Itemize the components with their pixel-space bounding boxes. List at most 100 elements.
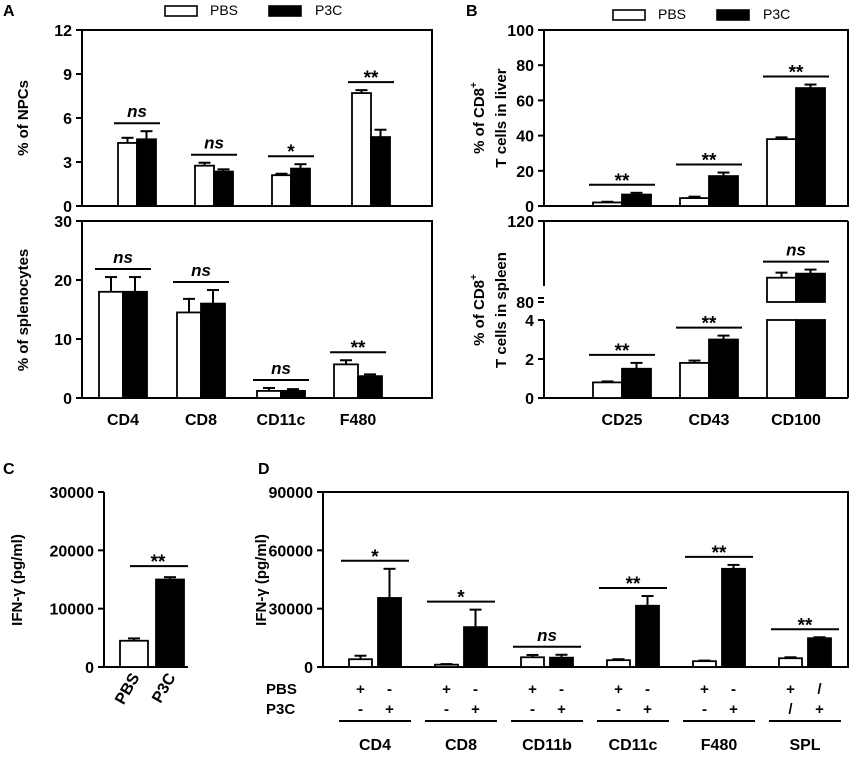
bar-pbs xyxy=(679,361,710,399)
y-tick-label: 30000 xyxy=(269,602,314,619)
panel-label: C xyxy=(3,461,15,478)
condition-sign: - xyxy=(444,701,449,718)
condition-sign: - xyxy=(387,681,392,698)
significance-label: ns xyxy=(127,102,147,121)
y-tick-label: 40 xyxy=(516,129,534,146)
condition-sign: - xyxy=(702,701,707,718)
condition-sign: / xyxy=(817,681,822,698)
bar-p3c xyxy=(213,170,234,207)
bar-p3c xyxy=(807,637,832,668)
significance-label: * xyxy=(457,588,465,609)
condition-sign: - xyxy=(559,681,564,698)
bar-p3c xyxy=(370,136,391,207)
y-tick-label: 100 xyxy=(507,23,534,40)
bar-pbs xyxy=(520,656,545,668)
condition-sign: + xyxy=(356,681,365,698)
significance-label: ** xyxy=(615,341,630,362)
y-tick-label: 0 xyxy=(304,660,313,677)
legend-p3c-swatch xyxy=(268,5,302,17)
significance-label: ns xyxy=(537,626,557,645)
panel-b-top: 0 20 40 60 80 100 B ** ** ** xyxy=(466,3,849,216)
bar-p3c xyxy=(200,302,226,399)
significance-label: ** xyxy=(798,615,813,636)
category-label: CD100 xyxy=(771,412,821,429)
y-tick-label: 80 xyxy=(516,295,534,312)
legend: PBS P3C xyxy=(164,2,342,18)
category-label: CD11c xyxy=(257,412,306,429)
legend-pbs-swatch xyxy=(612,9,646,21)
bar-p3c xyxy=(621,367,652,399)
y-tick-label: 10000 xyxy=(50,602,95,619)
category-label: PBS xyxy=(112,670,143,707)
legend-p3c-swatch xyxy=(716,9,750,21)
panel-label: D xyxy=(258,461,270,478)
panel-label: A xyxy=(3,3,15,20)
panel-c: 0 10000 20000 30000 PBS P3C ** IFN-γ (pg/ml) C xyxy=(3,461,188,707)
y-axis-label: % of NPCs xyxy=(15,80,32,156)
panel-label: B xyxy=(466,3,478,20)
y-tick-label: 0 xyxy=(525,391,534,408)
condition-sign: - xyxy=(473,681,478,698)
category-label: P3C xyxy=(149,670,180,706)
bar-p3c xyxy=(290,167,311,207)
y-axis-label: % of CD8+ T cells in spleen xyxy=(469,252,510,368)
bar-pbs xyxy=(766,138,797,207)
bar-pbs xyxy=(271,174,292,207)
category-label: CD4 xyxy=(107,412,139,429)
y-tick-label: 20 xyxy=(54,273,72,290)
bar-p3c xyxy=(463,626,488,668)
condition-sign: + xyxy=(614,681,623,698)
category-label: CD25 xyxy=(602,412,643,429)
y-tick-label: 120 xyxy=(507,214,534,231)
condition-sign: + xyxy=(729,701,738,718)
condition-sign: + xyxy=(442,681,451,698)
y-axis-label: % of splenocytes xyxy=(15,249,32,372)
bar-pbs xyxy=(98,290,124,399)
bar-pbs xyxy=(351,92,372,207)
bar-p3c-lower xyxy=(795,319,826,399)
category-label: CD4 xyxy=(359,737,391,754)
bar-p3c xyxy=(795,87,826,207)
category-label: CD43 xyxy=(689,412,730,429)
y-tick-label: 20000 xyxy=(50,543,95,560)
condition-sign: + xyxy=(471,701,480,718)
bar-pbs xyxy=(592,381,623,399)
bar-pbs xyxy=(692,660,717,668)
condition-sign: + xyxy=(700,681,709,698)
legend-p3c-label: P3C xyxy=(315,2,342,18)
condition-sign: + xyxy=(786,681,795,698)
significance-label: ns xyxy=(113,248,133,267)
legend: PBS P3C xyxy=(612,6,790,22)
bar-pbs xyxy=(348,658,373,668)
y-tick-label: 4 xyxy=(525,313,534,330)
significance-label: ** xyxy=(351,338,366,359)
significance-label: ns xyxy=(271,359,291,378)
bar-p3c xyxy=(708,338,739,399)
bar-pbs xyxy=(194,164,215,207)
bar-p3c xyxy=(136,138,157,207)
panel-a-bottom: 0 10 20 30 CD4 CD8 CD11c F480 ns ns ns ** xyxy=(54,214,433,429)
y-tick-label: 6 xyxy=(63,111,72,128)
bar-p3c xyxy=(621,193,652,207)
y-axis-label-line2: T cells in spleen xyxy=(493,252,510,368)
y-tick-label: 0 xyxy=(63,199,72,216)
condition-sign: + xyxy=(643,701,652,718)
significance-label: ** xyxy=(151,552,166,573)
significance-label: ** xyxy=(626,574,641,595)
bar-p3c-upper xyxy=(795,272,826,303)
significance-label: ** xyxy=(789,63,804,84)
bar-pbs xyxy=(592,201,623,207)
category-label: F480 xyxy=(340,412,377,429)
y-tick-label: 9 xyxy=(63,67,72,84)
y-tick-label: 30000 xyxy=(50,485,95,502)
significance-label: ** xyxy=(712,543,727,564)
y-tick-label: 60000 xyxy=(269,543,314,560)
condition-sign: - xyxy=(616,701,621,718)
y-tick-label: 80 xyxy=(516,58,534,75)
bar-pbs xyxy=(679,197,710,207)
y-tick-label: 10 xyxy=(54,332,72,349)
y-axis-label: IFN-γ (pg/ml) xyxy=(253,534,270,626)
condition-sign: - xyxy=(645,681,650,698)
